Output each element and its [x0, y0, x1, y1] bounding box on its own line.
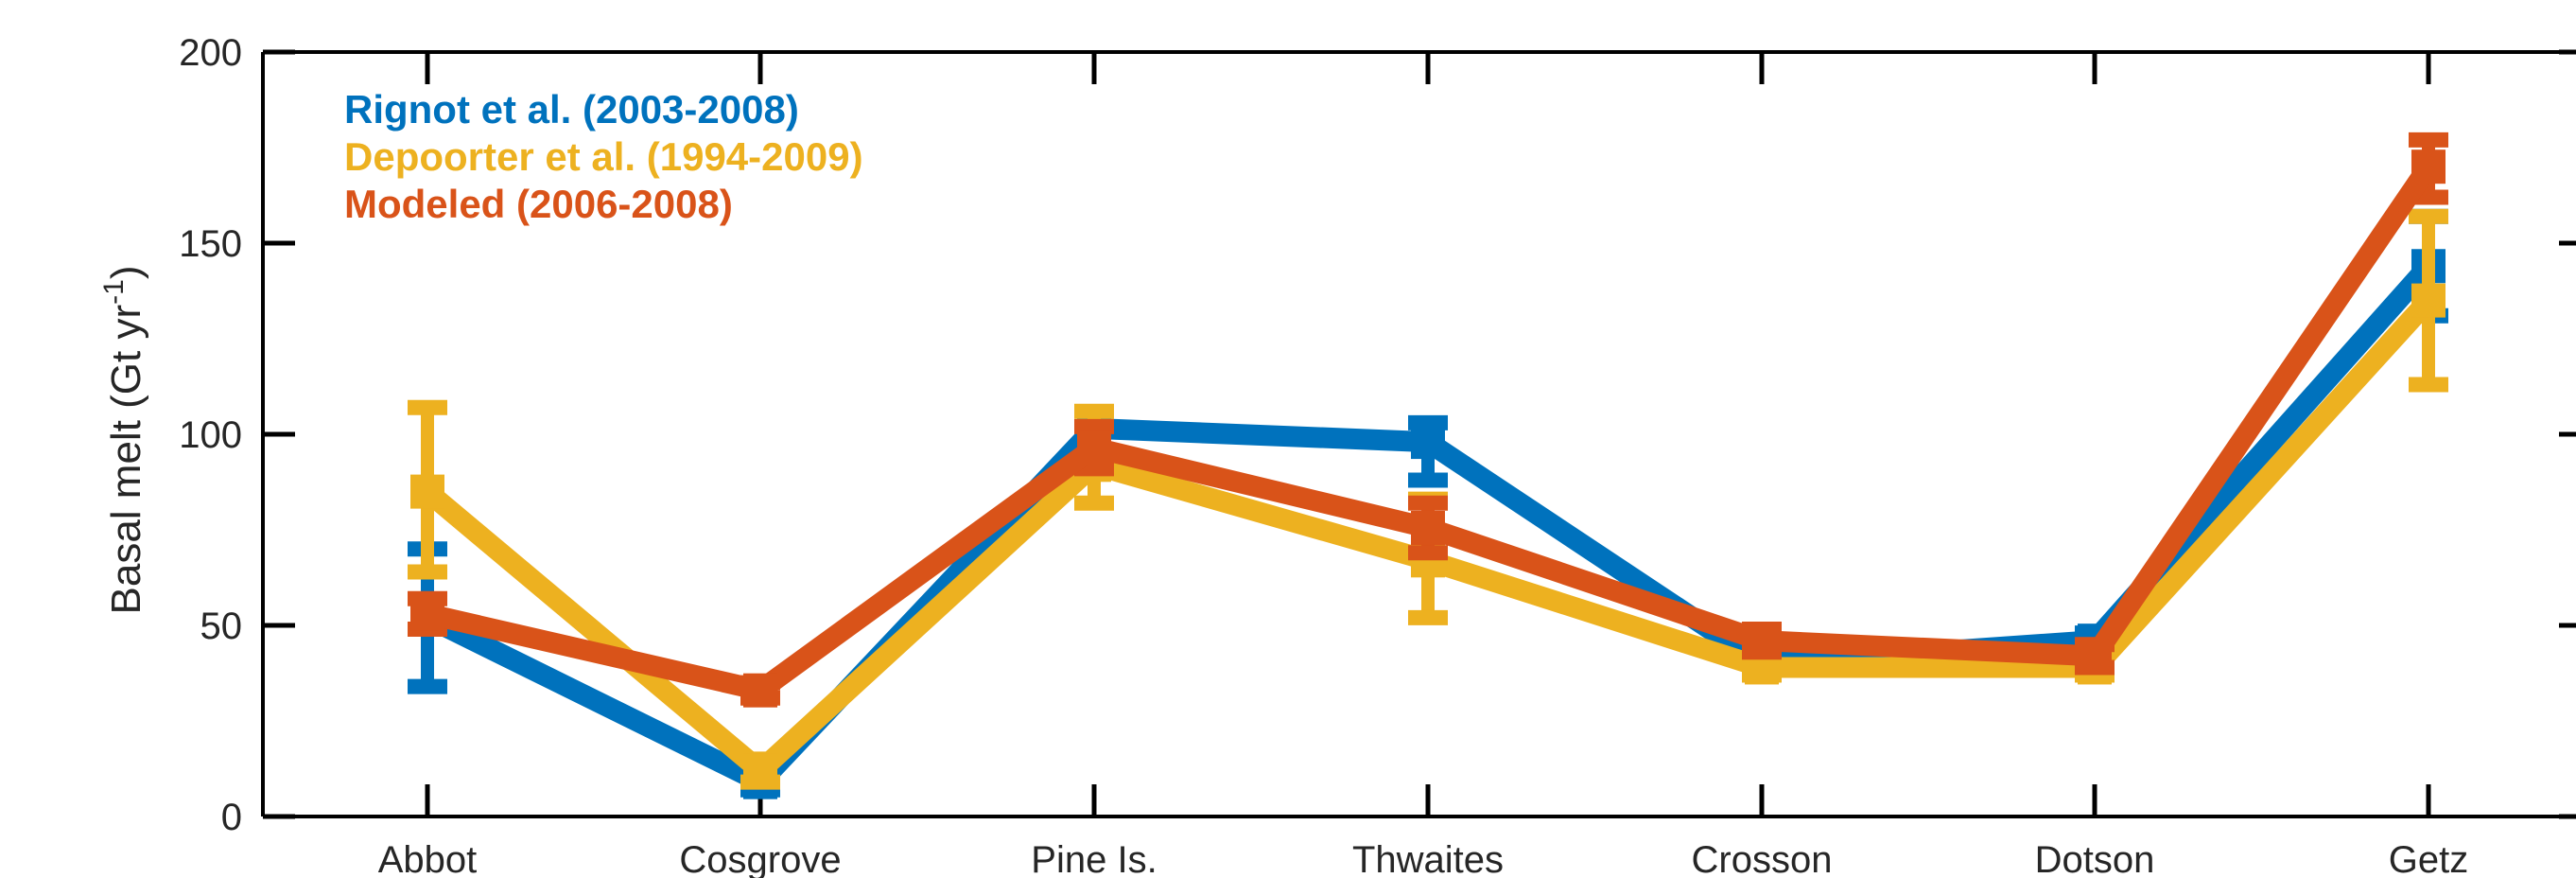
y-tick-label: 100 — [179, 414, 242, 456]
data-point — [1411, 425, 1445, 460]
x-tick-label: Dotson — [2035, 839, 2155, 878]
x-tick-label: Abbot — [378, 839, 478, 878]
legend: Rignot et al. (2003-2008) Depoorter et a… — [344, 87, 863, 226]
data-point — [1745, 623, 1779, 658]
data-point — [743, 673, 777, 708]
y-tick-label: 50 — [200, 606, 243, 647]
data-point — [2411, 283, 2445, 318]
x-tick-label: Pine Is. — [1031, 839, 1157, 878]
x-tick-label: Crosson — [1692, 839, 1833, 878]
data-point — [2078, 639, 2112, 674]
y-axis-label: Basal melt (Gt yr-1) — [98, 266, 149, 615]
axes: 0 50 100 150 200 Abbot Cosgrove Pine Is. Thwaite… — [179, 32, 2576, 878]
y-axis-label-superscript: -1 — [98, 279, 130, 305]
data-point — [410, 474, 444, 509]
y-axis-label-close: ) — [103, 266, 149, 280]
data-point — [410, 596, 444, 631]
data-point — [2411, 149, 2445, 184]
data-point — [1411, 510, 1445, 545]
data-point — [1077, 430, 1111, 465]
x-tick-label: Getz — [2389, 839, 2468, 878]
data-point — [743, 753, 777, 788]
legend-entry-modeled: Modeled (2006-2008) — [344, 182, 733, 226]
y-tick-label: 200 — [179, 32, 242, 74]
series-modeled — [408, 132, 2448, 708]
legend-entry-rignot: Rignot et al. (2003-2008) — [344, 87, 799, 132]
x-tick-label: Cosgrove — [679, 839, 841, 878]
legend-entry-depoorter: Depoorter et al. (1994-2009) — [344, 134, 863, 179]
series-layer — [408, 132, 2448, 799]
x-tick-label: Thwaites — [1352, 839, 1504, 878]
y-tick-label: 150 — [179, 223, 242, 265]
y-tick-label: 0 — [221, 797, 242, 838]
labels: Basal melt (Gt yr-1) — [98, 266, 149, 615]
